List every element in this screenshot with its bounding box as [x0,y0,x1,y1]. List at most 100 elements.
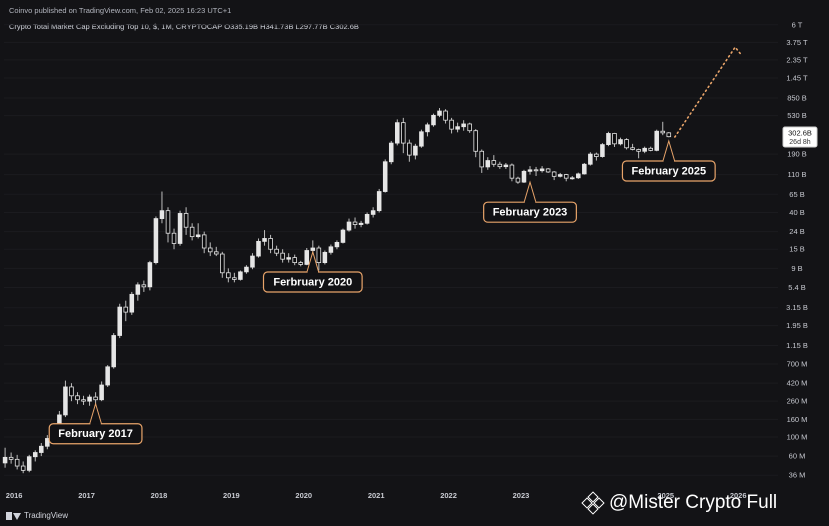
candle-51[interactable] [310,247,316,251]
candle-77[interactable] [467,123,472,132]
candle-53[interactable] [322,251,328,263]
candle-23[interactable] [141,284,147,288]
candle-20[interactable] [123,306,129,313]
candle-11[interactable] [69,386,74,397]
candle-73[interactable] [443,110,448,121]
candle-7[interactable] [45,438,50,447]
candle-12[interactable] [75,395,80,401]
candle-95[interactable] [576,173,581,179]
candle-50[interactable] [304,250,310,265]
candle-57[interactable] [346,221,352,231]
candle-64[interactable] [388,142,394,163]
candle-28[interactable] [171,232,177,244]
candle-60[interactable] [364,214,370,224]
candle-10[interactable] [63,386,68,416]
candle-63[interactable] [382,161,388,192]
candle-54[interactable] [328,246,334,253]
candle-13[interactable] [81,399,86,402]
candle-22[interactable] [135,284,141,295]
candle-17[interactable] [105,366,110,386]
candle-49[interactable] [298,262,304,265]
candle-62[interactable] [376,191,382,212]
candle-1[interactable] [8,456,14,460]
candle-69[interactable] [419,131,424,147]
candle-108[interactable] [654,130,659,151]
candle-26[interactable] [159,210,165,219]
candle-103[interactable] [624,139,629,149]
candle-25[interactable] [153,218,159,263]
candle-33[interactable] [201,234,207,249]
candle-15[interactable] [93,396,98,401]
candle-92[interactable] [557,174,563,177]
candle-105[interactable] [636,149,641,152]
candle-82[interactable] [497,163,503,168]
candle-24[interactable] [147,262,153,288]
candle-61[interactable] [370,210,376,215]
candle-32[interactable] [195,234,201,238]
candle-65[interactable] [395,122,400,144]
candle-31[interactable] [189,226,195,238]
candle-97[interactable] [588,153,593,165]
candle-44[interactable] [268,238,273,250]
candle-102[interactable] [618,139,623,145]
tradingview-footer[interactable]: TradingView [6,511,68,520]
candle-56[interactable] [340,229,346,243]
candle-68[interactable] [413,145,418,156]
candle-41[interactable] [250,255,255,268]
candle-38[interactable] [232,277,237,280]
candle-40[interactable] [244,266,249,273]
candle-43[interactable] [262,238,267,242]
candle-39[interactable] [238,271,243,280]
candle-84[interactable] [509,164,515,179]
candle-58[interactable] [352,221,358,225]
candle-85[interactable] [515,177,521,183]
candle-21[interactable] [129,293,135,313]
candle-19[interactable] [117,306,122,336]
candle-98[interactable] [594,153,599,157]
candle-59[interactable] [358,222,364,225]
candle-2[interactable] [14,458,20,467]
candle-3[interactable] [20,465,26,471]
candle-91[interactable] [551,171,557,177]
candle-52[interactable] [316,247,322,263]
candle-48[interactable] [292,257,297,263]
candle-55[interactable] [334,242,340,248]
candle-81[interactable] [491,160,497,165]
candle-5[interactable] [32,452,38,458]
candle-96[interactable] [582,163,587,175]
candle-107[interactable] [648,147,653,151]
candle-78[interactable] [473,130,478,152]
candle-72[interactable] [437,110,442,116]
candle-74[interactable] [449,119,454,130]
candle-79[interactable] [479,150,485,168]
candle-66[interactable] [401,122,406,144]
candle-14[interactable] [87,396,92,402]
candle-16[interactable] [99,384,104,401]
candle-75[interactable] [455,126,460,130]
candle-109[interactable] [660,130,666,134]
candle-106[interactable] [642,147,647,152]
candle-45[interactable] [274,248,279,254]
candle-88[interactable] [533,169,539,172]
candle-46[interactable] [280,252,285,260]
candle-47[interactable] [286,257,291,260]
candle-34[interactable] [207,247,213,253]
time-axis[interactable]: 2016 2017 2018 2019 2020 2021 2022 2023 2025 2026 [6,491,747,500]
candle-110[interactable] [666,132,672,138]
candle-35[interactable] [213,251,219,255]
candle-27[interactable] [165,210,171,234]
candle-70[interactable] [425,124,430,133]
candle-93[interactable] [563,174,569,179]
candle-71[interactable] [431,114,436,126]
candle-104[interactable] [630,147,635,150]
candle-86[interactable] [521,170,527,183]
candle-100[interactable] [606,133,611,145]
candle-94[interactable] [569,177,575,180]
candle-42[interactable] [256,240,261,257]
candle-36[interactable] [220,253,225,274]
candle-76[interactable] [461,123,466,128]
candle-83[interactable] [503,164,509,168]
candle-89[interactable] [539,168,545,172]
price-axis[interactable]: 6 T 3.75 T 2.35 T 1.45 T 850 B 530 B 190 B 110 … [786,20,808,479]
